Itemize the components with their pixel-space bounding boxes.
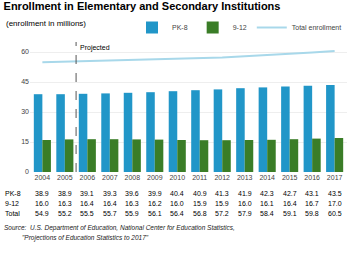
- svg-text:2005: 2005: [57, 174, 73, 181]
- svg-text:59.1: 59.1: [283, 210, 297, 217]
- svg-text:41.9: 41.9: [238, 190, 252, 197]
- svg-text:Source: U.S. Department of Ed: Source: U.S. Department of Education, Na…: [4, 224, 235, 232]
- svg-text:40.9: 40.9: [193, 190, 207, 197]
- svg-text:54.9: 54.9: [35, 210, 49, 217]
- svg-text:2014: 2014: [259, 174, 275, 181]
- svg-text:16.4: 16.4: [80, 200, 94, 207]
- svg-text:Enrollment in Elementary and S: Enrollment in Elementary and Secondary I…: [4, 0, 281, 12]
- svg-text:56.1: 56.1: [148, 210, 162, 217]
- svg-text:2009: 2009: [147, 174, 163, 181]
- svg-text:41.3: 41.3: [215, 190, 229, 197]
- svg-text:(enrollment in millions): (enrollment in millions): [6, 19, 86, 28]
- svg-text:15.9: 15.9: [215, 200, 229, 207]
- svg-text:16.2: 16.2: [148, 200, 162, 207]
- svg-text:39.9: 39.9: [148, 190, 162, 197]
- svg-text:16.7: 16.7: [305, 200, 319, 207]
- svg-text:45: 45: [21, 78, 29, 85]
- svg-text:0: 0: [25, 168, 29, 175]
- svg-text:2010: 2010: [169, 174, 185, 181]
- svg-text:43.1: 43.1: [305, 190, 319, 197]
- svg-text:PK-8: PK-8: [5, 190, 21, 197]
- svg-text:16.4: 16.4: [103, 200, 117, 207]
- svg-text:38.9: 38.9: [35, 190, 49, 197]
- svg-text:17.0: 17.0: [328, 200, 342, 207]
- svg-text:2007: 2007: [102, 174, 118, 181]
- svg-text:Projected: Projected: [80, 44, 110, 52]
- svg-text:Total enrollment: Total enrollment: [292, 24, 341, 31]
- svg-text:2013: 2013: [237, 174, 253, 181]
- svg-text:Total: Total: [5, 210, 20, 217]
- svg-text:55.9: 55.9: [125, 210, 139, 217]
- svg-text:42.7: 42.7: [283, 190, 297, 197]
- svg-text:60: 60: [21, 48, 29, 55]
- svg-text:56.4: 56.4: [170, 210, 184, 217]
- svg-text:2012: 2012: [214, 174, 230, 181]
- svg-text:42.3: 42.3: [260, 190, 274, 197]
- svg-text:16.0: 16.0: [35, 200, 49, 207]
- svg-text:57.9: 57.9: [238, 210, 252, 217]
- svg-text:PK-8: PK-8: [172, 24, 188, 31]
- svg-text:59.8: 59.8: [305, 210, 319, 217]
- svg-text:16.1: 16.1: [260, 200, 274, 207]
- svg-text:58.4: 58.4: [260, 210, 274, 217]
- svg-text:2015: 2015: [282, 174, 298, 181]
- svg-text:15.9: 15.9: [193, 200, 207, 207]
- svg-text:55.2: 55.2: [58, 210, 72, 217]
- svg-text:9-12: 9-12: [233, 24, 247, 31]
- svg-text:55.7: 55.7: [103, 210, 117, 217]
- svg-text:39.3: 39.3: [103, 190, 117, 197]
- svg-text:38.9: 38.9: [58, 190, 72, 197]
- svg-text:2011: 2011: [192, 174, 207, 181]
- svg-text:56.8: 56.8: [193, 210, 207, 217]
- svg-text:2017: 2017: [327, 174, 343, 181]
- svg-text:43.5: 43.5: [328, 190, 342, 197]
- svg-text:"Projections of Education Stat: "Projections of Education Statistics to …: [4, 234, 149, 242]
- svg-text:16.0: 16.0: [170, 200, 184, 207]
- svg-text:39.1: 39.1: [80, 190, 94, 197]
- svg-text:16.3: 16.3: [125, 200, 139, 207]
- svg-text:15: 15: [21, 138, 29, 145]
- svg-text:2008: 2008: [125, 174, 141, 181]
- svg-text:9-12: 9-12: [5, 200, 19, 207]
- svg-text:2016: 2016: [304, 174, 320, 181]
- svg-text:39.6: 39.6: [125, 190, 139, 197]
- svg-text:30: 30: [21, 108, 29, 115]
- svg-text:57.2: 57.2: [215, 210, 229, 217]
- svg-text:16.3: 16.3: [58, 200, 72, 207]
- svg-text:60.5: 60.5: [328, 210, 342, 217]
- svg-text:2004: 2004: [35, 174, 51, 181]
- svg-text:16.4: 16.4: [283, 200, 297, 207]
- svg-text:2006: 2006: [80, 174, 96, 181]
- svg-text:40.4: 40.4: [170, 190, 184, 197]
- svg-text:16.0: 16.0: [238, 200, 252, 207]
- svg-text:55.5: 55.5: [80, 210, 94, 217]
